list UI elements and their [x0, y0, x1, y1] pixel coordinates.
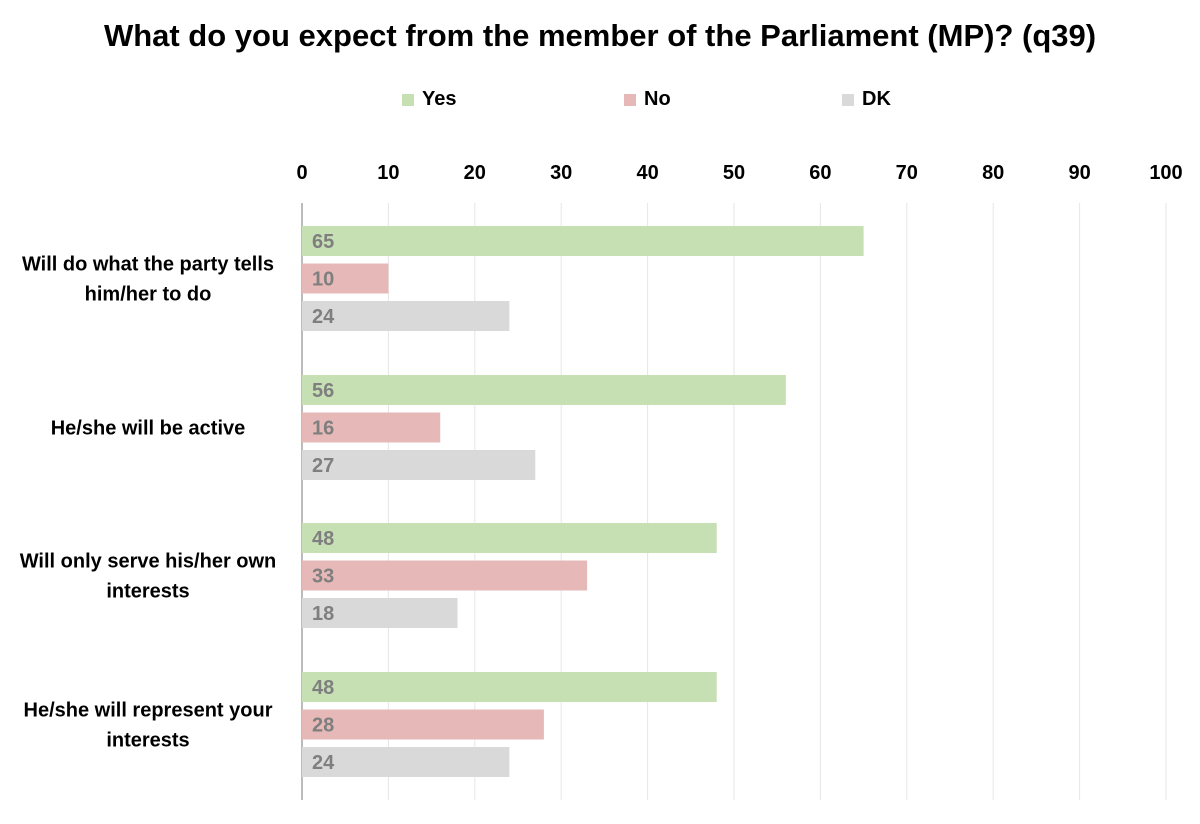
x-tick-label: 20 [464, 162, 486, 184]
bar-dk [302, 598, 458, 628]
legend-item-dk: DK [842, 88, 891, 111]
legend: Yes No DK [0, 88, 1200, 114]
data-label-no: 28 [312, 715, 334, 737]
category-label: interests [106, 581, 189, 603]
x-tick-label: 30 [550, 162, 572, 184]
data-label-dk: 24 [312, 306, 335, 328]
x-tick-label: 60 [809, 162, 831, 184]
category-label: him/her to do [85, 284, 212, 306]
data-label-yes: 48 [312, 677, 334, 699]
bar-no [302, 263, 389, 294]
legend-swatch-dk [842, 93, 854, 106]
x-tick-label: 90 [1068, 162, 1090, 184]
category-label: He/she will represent your [24, 700, 273, 722]
data-label-no: 33 [312, 566, 334, 588]
x-tick-label: 100 [1149, 162, 1182, 184]
category-label: He/she will be active [51, 418, 246, 440]
bar-yes [302, 226, 864, 256]
legend-item-yes: Yes [402, 88, 456, 111]
bar-no [302, 412, 441, 443]
legend-item-no: No [624, 88, 671, 111]
x-tick-label: 10 [377, 162, 399, 184]
legend-label-yes: Yes [422, 88, 457, 110]
category-label: Will only serve his/her own [20, 551, 277, 573]
data-label-yes: 56 [312, 380, 334, 402]
x-tick-label: 0 [296, 162, 307, 184]
bar-dk [302, 301, 510, 331]
x-tick-label: 50 [723, 162, 745, 184]
data-label-dk: 27 [312, 455, 334, 477]
bar-yes [302, 672, 717, 702]
legend-label-no: No [644, 88, 671, 110]
category-label: Will do what the party tells [22, 254, 274, 276]
data-label-dk: 24 [312, 752, 335, 774]
data-label-yes: 65 [312, 231, 334, 253]
x-tick-label: 70 [896, 162, 918, 184]
chart-title: What do you expect from the member of th… [103, 18, 1097, 53]
bar-yes [302, 375, 786, 405]
data-label-dk: 18 [312, 603, 334, 625]
legend-swatch-no [624, 93, 636, 106]
data-label-no: 10 [312, 269, 334, 291]
bar-yes [302, 523, 717, 553]
category-label: interests [106, 730, 189, 752]
data-label-no: 16 [312, 418, 334, 440]
x-tick-label: 40 [636, 162, 658, 184]
bar-no [302, 709, 544, 740]
bar-no [302, 560, 588, 591]
data-label-yes: 48 [312, 528, 334, 550]
legend-swatch-yes [402, 93, 414, 106]
legend-label-dk: DK [862, 88, 891, 110]
x-tick-label: 80 [982, 162, 1004, 184]
bar-dk [302, 450, 536, 480]
bar-dk [302, 747, 510, 777]
